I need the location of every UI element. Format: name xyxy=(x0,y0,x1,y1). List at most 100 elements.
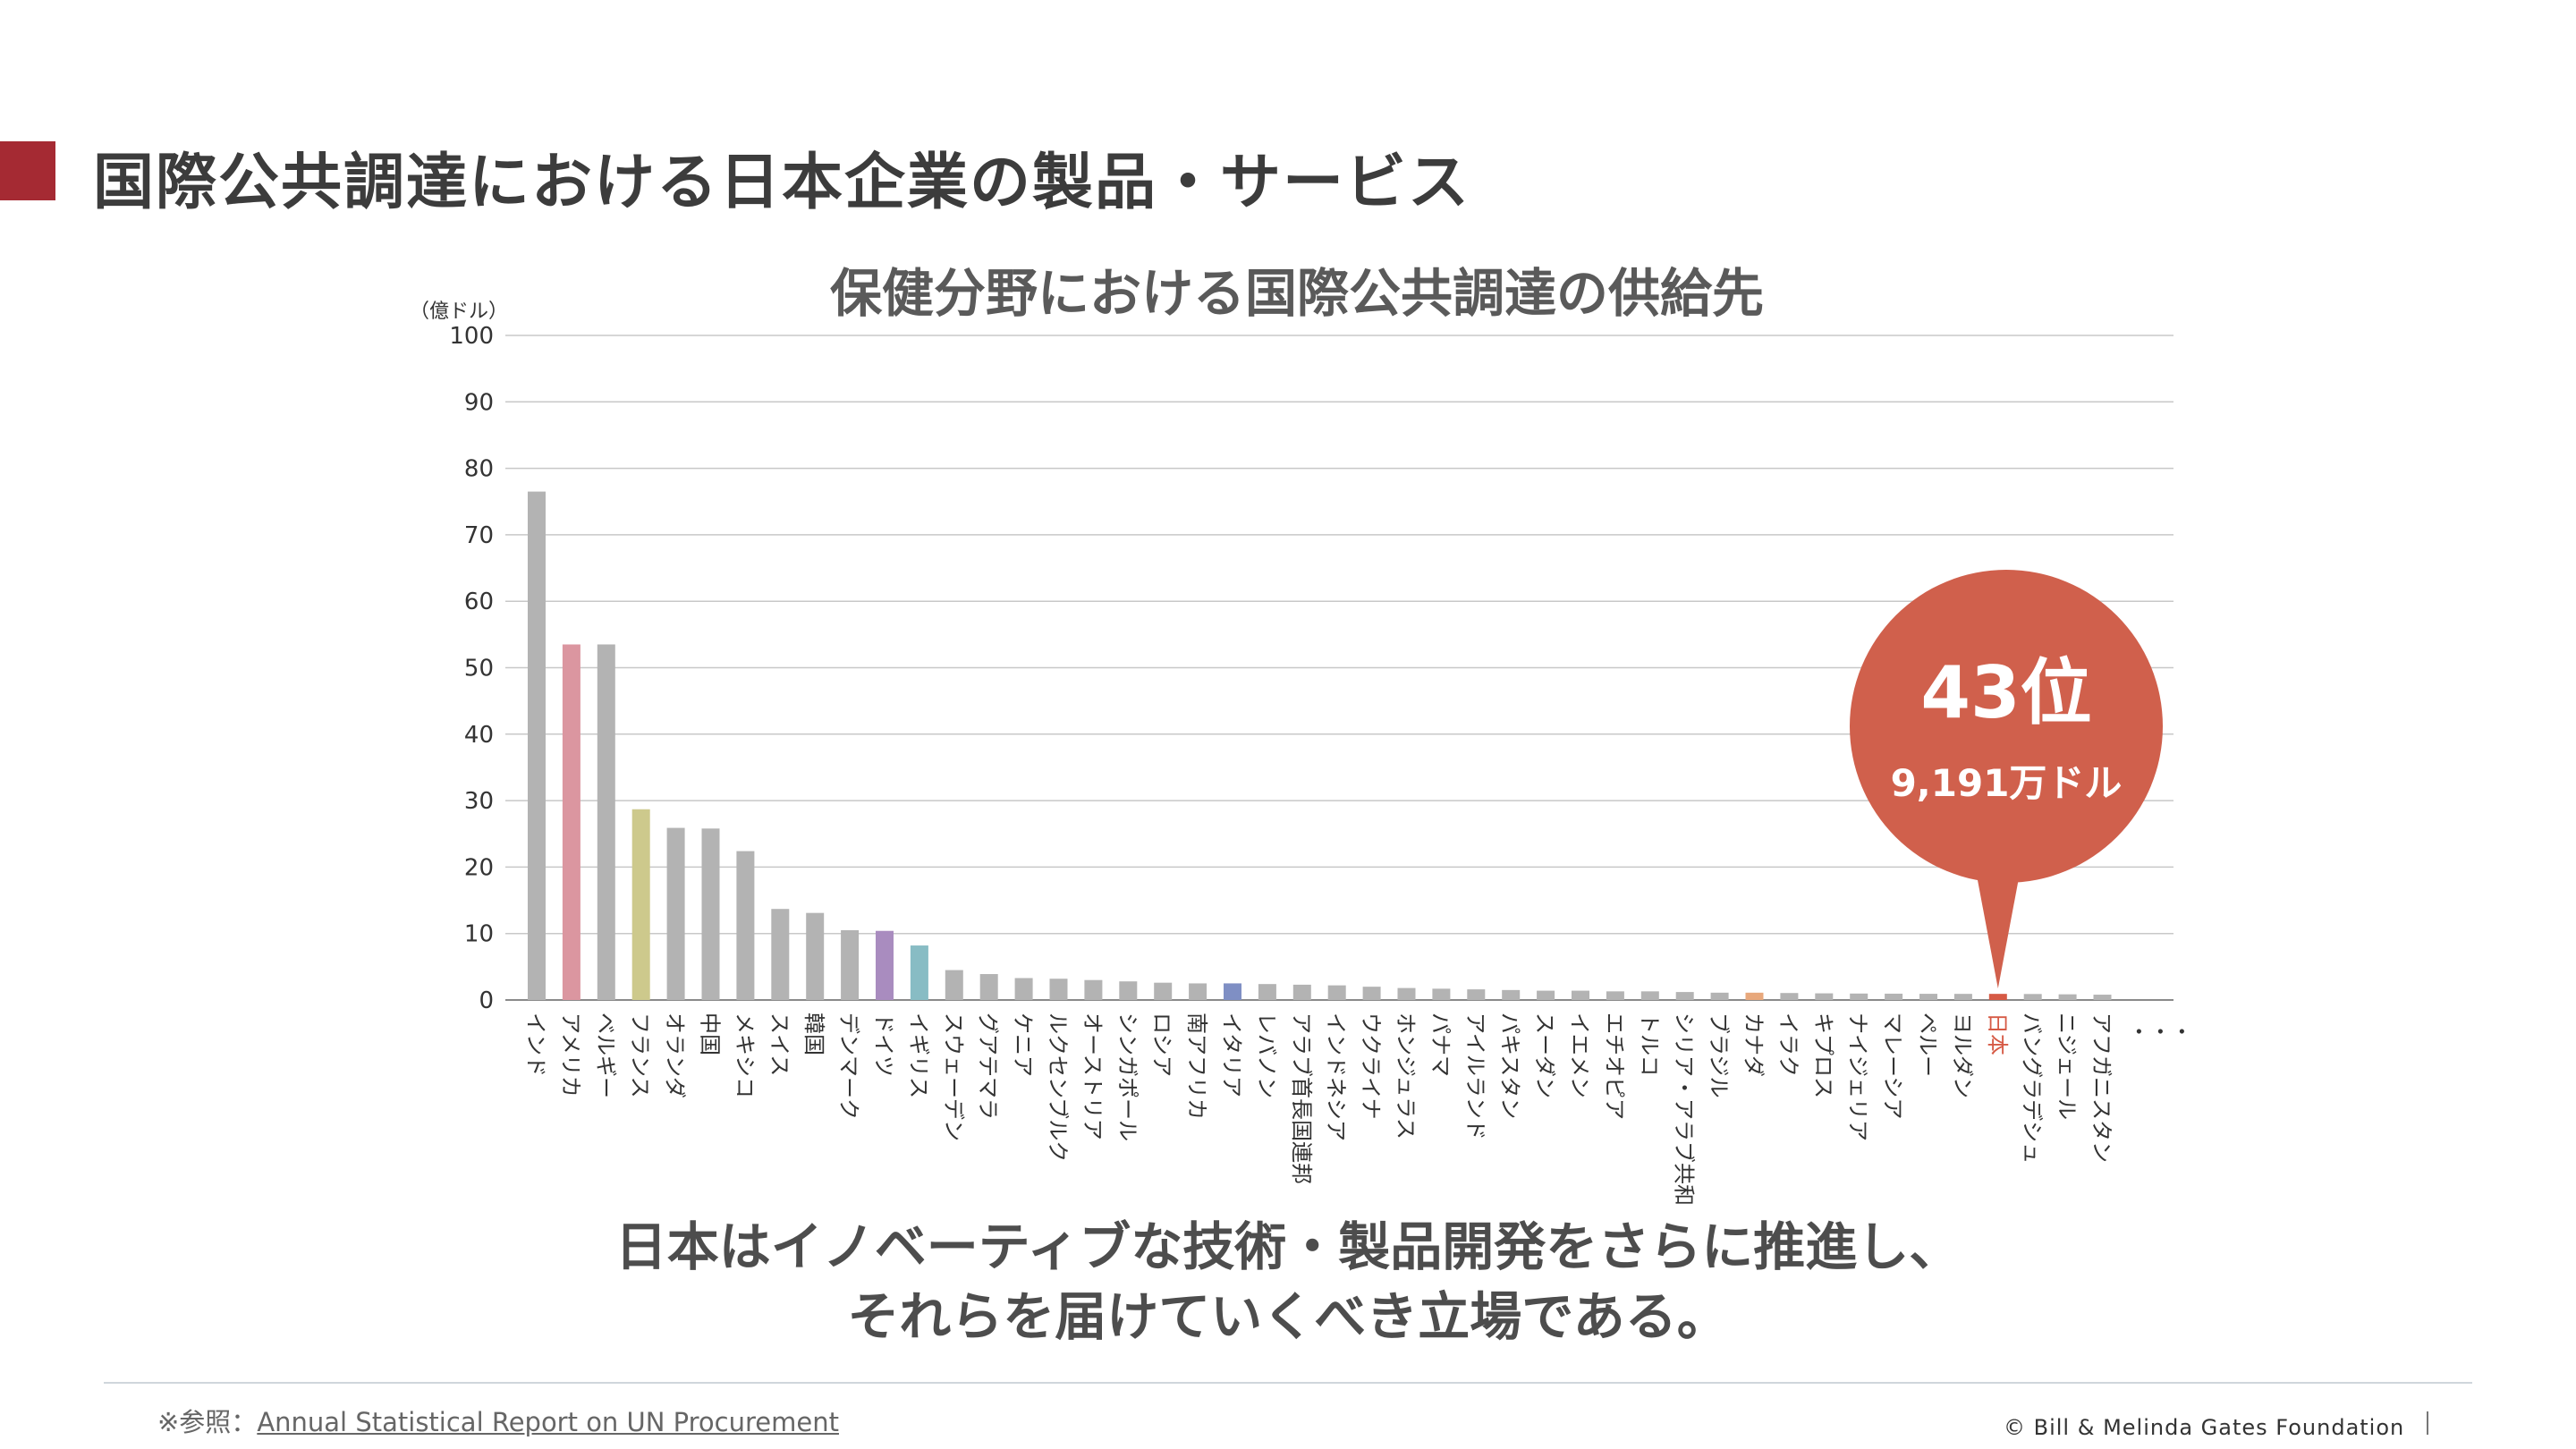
x-category-label: ホンジュラス xyxy=(1394,1013,1419,1140)
bar xyxy=(1327,985,1346,1000)
bar xyxy=(1397,987,1416,1000)
bar xyxy=(631,809,650,1000)
footer-separator xyxy=(2427,1411,2428,1435)
bar xyxy=(945,970,963,1000)
y-tick-label: 100 xyxy=(449,323,494,350)
x-category-label: スーダン xyxy=(1532,1013,1557,1098)
conclusion-text: 日本はイノベーティブな技術・製品開発をさらに推進し、 それらを届けていくべき立場… xyxy=(0,1212,2576,1352)
bar xyxy=(1572,990,1589,1000)
x-category-label: スウェーデン xyxy=(941,1013,966,1141)
y-tick-label: 0 xyxy=(479,987,494,1014)
bar xyxy=(1119,981,1138,1000)
x-category-label: ニジェール xyxy=(2055,1013,2080,1120)
bar xyxy=(1640,991,1659,1000)
bar xyxy=(2023,994,2042,1000)
bar xyxy=(1606,991,1624,1000)
x-category-label: ドイツ xyxy=(871,1013,896,1077)
x-category-label: ヨルダン xyxy=(1950,1013,1975,1098)
conclusion-line-2: それらを届けていくべき立場である。 xyxy=(847,1286,1729,1347)
x-category-label: シリア・アラブ共和国 xyxy=(1672,1013,1697,1208)
bar xyxy=(979,974,998,1000)
x-category-label: オランダ xyxy=(663,1013,688,1098)
x-category-label: インド xyxy=(523,1013,548,1077)
x-category-label: デンマーク xyxy=(836,1013,861,1120)
source-reference: ※参照：Annual Statistical Report on UN Proc… xyxy=(157,1402,839,1439)
x-category-label: パナマ xyxy=(1428,1013,1453,1077)
bar xyxy=(1154,982,1173,1000)
source-prefix: ※参照： xyxy=(157,1407,258,1437)
copyright: © Bill & Melinda Gates Foundation xyxy=(2004,1415,2405,1440)
bar xyxy=(1084,979,1103,1000)
bar xyxy=(736,851,755,1000)
x-category-label: イエメン xyxy=(1567,1013,1592,1098)
bar xyxy=(2058,994,2077,1000)
more-categories-indicator: ・・・ xyxy=(2128,1020,2192,1045)
callout-amount: 9,191万ドル xyxy=(1891,761,2123,805)
bar xyxy=(1988,994,2007,1000)
footer-divider xyxy=(104,1382,2472,1384)
x-category-label: スイス xyxy=(767,1013,792,1076)
source-link[interactable]: Annual Statistical Report on UN Procurem… xyxy=(257,1407,839,1437)
x-category-label: バングラデシュ xyxy=(2020,1013,2045,1164)
x-category-label: シンガポール xyxy=(1114,1013,1140,1141)
bar xyxy=(1815,993,1834,1000)
x-category-label: キプロス xyxy=(1810,1013,1835,1098)
bar xyxy=(1953,994,1972,1000)
x-category-label: レバノン xyxy=(1254,1013,1279,1098)
x-category-label: 南アフリカ xyxy=(1184,1013,1209,1120)
chart-title: 保健分野における国際公共調達の供給先 xyxy=(830,263,1764,324)
bar xyxy=(1502,989,1521,1000)
x-category-label: ブラジル xyxy=(1707,1013,1732,1098)
x-category-label: メキシコ xyxy=(732,1013,757,1098)
bar xyxy=(1537,990,1555,1000)
x-category-label: ウクライナ xyxy=(1359,1013,1384,1120)
bar xyxy=(666,827,685,1000)
bar xyxy=(806,912,825,1000)
bar xyxy=(1919,994,1937,1000)
x-category-label: ナイジェリア xyxy=(1845,1013,1870,1141)
bar xyxy=(1362,987,1381,1000)
x-category-label: 中国 xyxy=(698,1013,723,1055)
bar xyxy=(1224,983,1241,1000)
bar xyxy=(1258,984,1276,1000)
x-category-label: オーストリア xyxy=(1080,1013,1105,1140)
callout-rank: 43位 xyxy=(1920,651,2091,734)
y-tick-label: 20 xyxy=(464,854,494,881)
y-tick-label: 80 xyxy=(464,456,494,483)
bar xyxy=(1745,992,1764,1000)
bar xyxy=(701,828,720,1000)
bar xyxy=(1014,978,1033,1000)
slide-title: 国際公共調達における日本企業の製品・サービス xyxy=(93,148,1471,218)
bar-chart: 保健分野における国際公共調達の供給先 （億ドル） 0 10 20 30 40 50 60 70… xyxy=(410,263,2192,1208)
x-category-label: カナダ xyxy=(1741,1013,1767,1077)
y-tick-label: 90 xyxy=(464,389,494,416)
x-category-label: イギリス xyxy=(906,1013,931,1098)
x-category-label: パキスタン xyxy=(1497,1013,1522,1119)
y-tick-label: 40 xyxy=(464,722,494,749)
bar xyxy=(876,930,894,1000)
callout-bubble xyxy=(1850,570,2163,883)
x-category-label: ベルギー xyxy=(593,1013,618,1098)
x-category-label: グアテマラ xyxy=(976,1013,1001,1120)
x-category-label: アメリカ xyxy=(558,1013,583,1097)
x-category-label: イラク xyxy=(1775,1013,1801,1077)
x-category-label: イタリア xyxy=(1219,1013,1244,1097)
y-tick-label: 50 xyxy=(464,656,494,682)
y-axis-unit-label: （億ドル） xyxy=(410,301,508,323)
y-tick-label: 10 xyxy=(464,921,494,948)
x-category-label: エチオピア xyxy=(1602,1013,1627,1120)
title-accent-bar xyxy=(0,141,55,200)
y-tick-label: 70 xyxy=(464,522,494,549)
bar xyxy=(528,491,546,1000)
x-category-label: フランス xyxy=(628,1013,653,1098)
x-category-label: トルコ xyxy=(1637,1013,1662,1077)
bar xyxy=(562,644,580,1000)
bar xyxy=(2093,995,2112,1000)
x-category-label: ルクセンブルク xyxy=(1046,1013,1071,1162)
x-category-label: アイルランド xyxy=(1462,1013,1487,1140)
x-category-label: 韓国 xyxy=(801,1013,826,1055)
x-category-label: 日本 xyxy=(1985,1013,2010,1055)
bar xyxy=(1292,984,1311,1000)
callout-pointer xyxy=(1974,865,2021,989)
bar xyxy=(1049,979,1068,1000)
